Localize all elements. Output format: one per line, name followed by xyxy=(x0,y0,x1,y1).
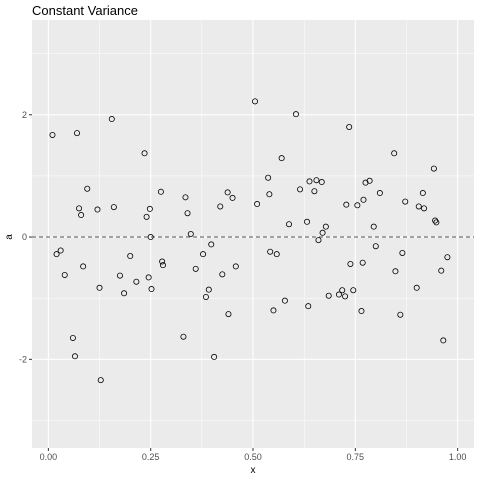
y-tick-label: 0 xyxy=(22,232,27,242)
y-axis-ticks: -2 0 2 xyxy=(19,110,32,365)
x-axis-title: x xyxy=(251,465,256,476)
x-tick-label: 0.00 xyxy=(40,452,58,462)
x-tick-label: 0.75 xyxy=(347,452,365,462)
chart-title: Constant Variance xyxy=(32,3,138,18)
x-tick-label: 0.25 xyxy=(142,452,160,462)
y-tick-label: -2 xyxy=(19,354,27,364)
y-axis-title: a xyxy=(4,234,15,240)
x-tick-label: 0.50 xyxy=(244,452,262,462)
x-axis-ticks: 0.00 0.25 0.50 0.75 1.00 xyxy=(40,448,467,462)
x-tick-label: 1.00 xyxy=(449,452,467,462)
y-tick-label: 2 xyxy=(22,110,27,120)
